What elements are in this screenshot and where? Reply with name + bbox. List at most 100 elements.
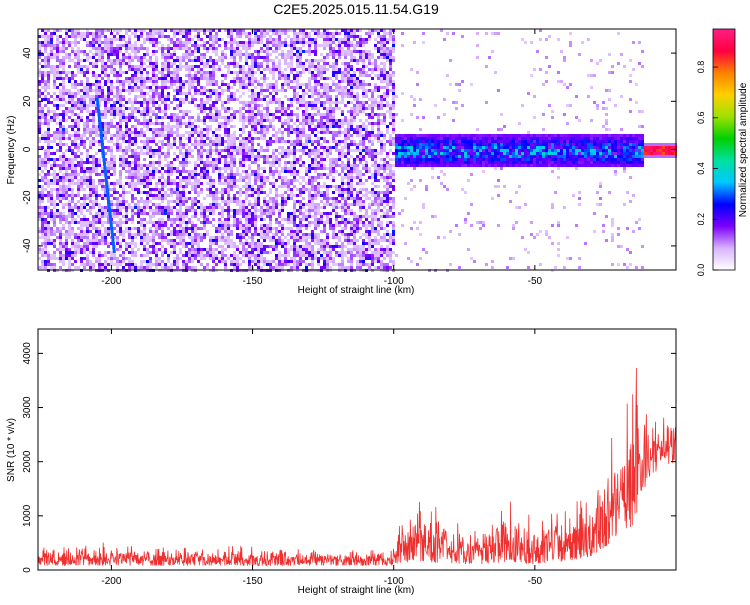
spectrogram-cell — [227, 203, 230, 206]
spectrogram-cell — [71, 191, 74, 194]
spectrogram-cell — [272, 176, 275, 179]
spectrogram-cell — [110, 137, 113, 140]
spectrogram-cell — [200, 110, 203, 113]
spectrogram-cell — [230, 116, 233, 119]
spectrogram-cell — [44, 41, 47, 44]
spectrogram-cell — [272, 44, 275, 47]
spectrogram-cell — [287, 29, 290, 32]
spectrogram-cell — [290, 248, 293, 251]
spectrogram-cell — [95, 140, 98, 143]
spectrogram-cell — [95, 158, 98, 161]
spectrogram-cell — [230, 143, 233, 146]
spectrogram-cell — [302, 233, 305, 236]
spectrogram-cell — [83, 179, 86, 182]
spectrogram-cell — [113, 203, 116, 206]
spectrogram-cell — [74, 122, 77, 125]
spectrogram-cell — [179, 182, 182, 185]
spectrogram-cell — [95, 110, 98, 113]
spectrogram-cell — [278, 185, 281, 188]
spectrogram-cell — [266, 32, 269, 35]
spectrogram-cell — [53, 29, 56, 32]
spectrogram-cell — [92, 254, 95, 257]
spectrogram-cell — [263, 200, 266, 203]
spectrogram-cell — [182, 44, 185, 47]
spectrogram-cell — [278, 152, 281, 155]
spectrogram-cell — [248, 80, 251, 83]
spectrogram-cell — [140, 212, 143, 215]
spectrogram-cell — [224, 107, 227, 110]
spectrogram-cell — [254, 161, 257, 164]
spectrogram-cell — [143, 224, 146, 227]
spectrogram-cell — [293, 224, 296, 227]
spectrogram-cell — [299, 137, 302, 140]
spectrogram-cell — [131, 212, 134, 215]
spectrogram-cell — [185, 251, 188, 254]
spectrogram-cell — [110, 173, 113, 176]
spectrogram-cell — [74, 92, 77, 95]
spectrogram-cell — [173, 53, 176, 56]
spectrogram-cell — [278, 140, 281, 143]
spectrogram-cell — [302, 197, 305, 200]
spectrogram-cell — [173, 167, 176, 170]
spectrogram-cell — [182, 65, 185, 68]
spectrogram-cell — [266, 65, 269, 68]
spectrogram-cell — [167, 47, 170, 50]
spectrogram-cell — [251, 110, 254, 113]
spectrogram-cell — [164, 209, 167, 212]
spectrogram-cell — [206, 113, 209, 116]
spectrogram-cell — [164, 263, 167, 266]
spectrogram-cell — [119, 227, 122, 230]
spectrogram-cell — [92, 113, 95, 116]
spectrogram-cell — [242, 152, 245, 155]
spectrogram-cell — [59, 59, 62, 62]
spectrogram-cell — [269, 140, 272, 143]
spectrogram-cell — [227, 149, 230, 152]
spectrogram-cell — [65, 38, 68, 41]
spectrogram-cell — [113, 188, 116, 191]
spectrogram-cell — [209, 89, 212, 92]
spectrogram-cell — [197, 140, 200, 143]
spectrogram-cell — [176, 176, 179, 179]
spectrogram-cell — [215, 143, 218, 146]
spectrogram-cell — [287, 260, 290, 263]
spectrogram-cell — [203, 233, 206, 236]
spectrogram-cell — [188, 92, 191, 95]
spectrogram-cell — [194, 35, 197, 38]
spectrogram-cell — [305, 146, 308, 149]
spectrogram-cell — [110, 92, 113, 95]
spectrogram-cell — [59, 122, 62, 125]
spectrogram-cell — [89, 221, 92, 224]
spectrogram-cell — [260, 128, 263, 131]
spectrogram-cell — [71, 35, 74, 38]
spectrogram-cell — [98, 101, 101, 104]
spectrogram-cell — [269, 83, 272, 86]
spectrogram-cell — [110, 38, 113, 41]
spectrogram-cell — [68, 92, 71, 95]
spectrogram-cell — [260, 182, 263, 185]
spectrogram-cell — [158, 236, 161, 239]
spectrogram-cell — [158, 140, 161, 143]
spectrogram-cell — [116, 215, 119, 218]
spectrogram-cell — [164, 212, 167, 215]
spectrogram-cell — [62, 167, 65, 170]
spectrogram-cell — [152, 98, 155, 101]
spectrogram-cell — [113, 167, 116, 170]
spectrogram-cell — [62, 92, 65, 95]
spectrogram-cell — [140, 176, 143, 179]
spectrogram-cell — [131, 182, 134, 185]
spectrogram-cell — [92, 251, 95, 254]
spectrogram-cell — [110, 257, 113, 260]
spectrogram-cell — [68, 227, 71, 230]
spectrogram-cell — [92, 164, 95, 167]
spectrogram-cell — [161, 254, 164, 257]
spectrogram-cell — [62, 44, 65, 47]
spectrogram-cell — [185, 242, 188, 245]
spectrogram-cell — [161, 134, 164, 137]
spectrogram-cell — [272, 77, 275, 80]
spectrogram-cell — [140, 104, 143, 107]
spectrogram-cell — [164, 47, 167, 50]
spectrogram-cell — [275, 266, 278, 269]
spectrogram-cell — [44, 206, 47, 209]
spectrogram-cell — [254, 77, 257, 80]
spectrogram-cell — [272, 182, 275, 185]
